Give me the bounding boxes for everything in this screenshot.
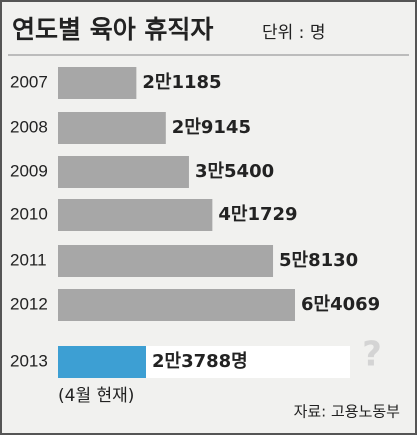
chart-title: 연도별 육아 휴직자 <box>12 15 213 44</box>
y-tick-label: 2012 <box>10 294 48 313</box>
bar <box>58 156 189 188</box>
source: 자료: 고용노동부 <box>294 403 401 421</box>
bar <box>58 112 166 144</box>
y-tick-label: 2008 <box>10 117 48 136</box>
bar <box>58 289 295 321</box>
chart-subtitle: 단위 : 명 <box>262 23 325 43</box>
y-tick-label: 2007 <box>10 72 48 91</box>
value-label: 2만3788명 <box>152 351 248 372</box>
bar <box>58 245 274 277</box>
value-label: 5만8130 <box>279 250 358 271</box>
y-tick-label: 2010 <box>10 204 48 223</box>
y-tick-label: 2011 <box>10 250 47 269</box>
bar <box>58 346 146 378</box>
y-tick-label: 2013 <box>10 351 48 370</box>
unknown-mark: ? <box>362 335 382 375</box>
value-label: 2만9145 <box>172 117 251 138</box>
bar <box>58 199 213 231</box>
value-label: 6만4069 <box>301 294 380 315</box>
value-label: 3만5400 <box>195 161 274 182</box>
y-tick-label: 2009 <box>10 161 48 180</box>
note: (4월 현재) <box>58 386 134 406</box>
bar <box>58 67 137 99</box>
value-label: 2만1185 <box>142 72 221 93</box>
value-label: 4만1729 <box>218 204 297 225</box>
